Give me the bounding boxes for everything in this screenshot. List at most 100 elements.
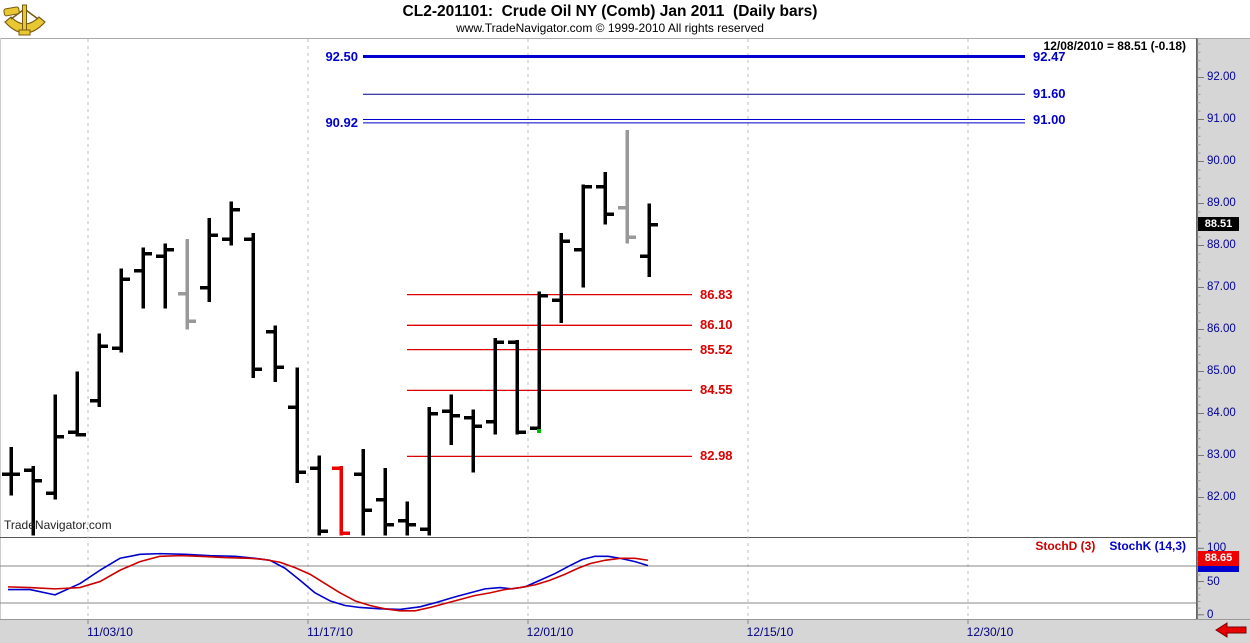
ohlc-bar [31, 466, 35, 536]
ohlc-bar [317, 455, 321, 536]
ohlc-bar-close-tick [78, 432, 86, 437]
red-level-label: 86.10 [700, 317, 733, 333]
ohlc-bar-open-tick [134, 268, 142, 273]
stoch-d-line [7, 554, 649, 612]
ohlc-bar-open-tick [310, 466, 318, 470]
date-label: 11/03/10 [87, 625, 133, 639]
ohlc-bar-open-tick [24, 468, 32, 472]
ohlc-bar-close-tick [650, 222, 658, 227]
ohlc-bar-close-tick [518, 430, 526, 435]
ohlc-bar-open-tick [596, 184, 604, 189]
signal-dot [537, 429, 541, 433]
ohlc-bar-close-tick [606, 212, 614, 216]
ohlc-bar [383, 468, 387, 536]
ohlc-bar-open-tick [46, 491, 54, 496]
price-tick-label: 88.00 [1207, 238, 1236, 251]
ohlc-bar-open-tick [420, 527, 428, 531]
blue-level-label-left: 92.50 [325, 48, 358, 64]
ohlc-bar-close-tick [474, 424, 482, 428]
ohlc-bar-open-tick [640, 254, 648, 258]
ohlc-bar [449, 394, 453, 445]
ohlc-bar-gray [625, 130, 629, 244]
ohlc-bar [251, 232, 255, 378]
ohlc-bar-close-tick [584, 184, 592, 189]
ohlc-bar-open-tick [156, 254, 164, 258]
date-label: 12/01/10 [526, 625, 574, 639]
price-axis-strip [1197, 38, 1250, 643]
ohlc-bar-gray-open-tick [618, 205, 626, 210]
date-label: 12/30/10 [966, 625, 1014, 639]
ohlc-bar [141, 247, 145, 309]
stoch-value-label: 88.65 [1198, 551, 1239, 566]
ohlc-bar-close-tick [562, 239, 570, 244]
red-level-label: 86.83 [700, 286, 733, 302]
ohlc-bar [295, 367, 299, 483]
price-tick-label: 91.00 [1207, 112, 1236, 125]
scroll-left-arrow-button[interactable] [1214, 620, 1248, 640]
ohlc-bar-open-tick [288, 405, 296, 409]
chart-title: CL2-201101: Crude Oil NY (Comb) Jan 2011… [402, 3, 818, 20]
ohlc-bar-gray [185, 239, 189, 330]
ohlc-bar-gray-open-tick [178, 292, 186, 296]
price-tick-label: 83.00 [1207, 448, 1236, 461]
ohlc-bar-open-tick [266, 329, 274, 334]
ohlc-bar-close-tick [12, 472, 20, 477]
ohlc-bar-close-tick [144, 252, 152, 256]
ohlc-bar-open-tick [376, 497, 384, 502]
watermark: TradeNavigator.com [4, 518, 112, 532]
ohlc-bar [9, 447, 13, 496]
ohlc-bar [163, 243, 167, 309]
red-level-label: 85.52 [700, 341, 733, 357]
ohlc-bar-red [339, 466, 343, 536]
ohlc-bar-close-tick [232, 208, 240, 212]
ohlc-bar-close-tick [34, 478, 42, 483]
ohlc-bar-open-tick [222, 237, 230, 241]
stoch-k-legend: StochK (14,3) [1109, 539, 1186, 553]
ohlc-bar-close-tick [540, 294, 548, 298]
ohlc-bar-close-tick [496, 340, 504, 344]
ohlc-bar [53, 394, 57, 500]
ohlc-bar [471, 409, 475, 473]
ohlc-bar-close-tick [210, 233, 218, 237]
blue-level-label-right: 92.47 [1033, 48, 1066, 64]
ohlc-bar [361, 449, 365, 536]
ohlc-bar [207, 218, 211, 303]
ohlc-bar [427, 407, 431, 536]
ohlc-bar [493, 337, 497, 435]
app-logo-icon [3, 4, 46, 36]
ohlc-bar [515, 340, 519, 435]
ohlc-bar-open-tick [464, 415, 472, 420]
ohlc-bar [229, 201, 233, 246]
price-tick-label: 84.00 [1207, 406, 1236, 419]
ohlc-bar-open-tick [574, 247, 582, 252]
ohlc-bar-close-tick [254, 367, 262, 372]
ohlc-bar-open-tick [508, 340, 516, 344]
ohlc-bar-close-tick [320, 529, 328, 533]
last-price-label: 88.51 [1198, 217, 1239, 231]
chart-subtitle: www.TradeNavigator.com © 1999-2010 All r… [456, 21, 764, 35]
ohlc-bar-open-tick [552, 298, 560, 302]
red-level-label: 84.55 [700, 382, 733, 398]
ohlc-bar [119, 268, 123, 353]
ohlc-bar-open-tick [354, 472, 362, 477]
ohlc-bar-open-tick [486, 420, 494, 424]
ohlc-bar [537, 291, 541, 433]
ohlc-bar-close-tick [408, 523, 416, 527]
stoch-value-label-under [1198, 566, 1239, 572]
blue-level-label-right: 91.00 [1033, 111, 1066, 127]
ohlc-bar-open-tick [244, 237, 252, 241]
date-axis-strip [0, 619, 1250, 643]
blue-level-label-right: 91.60 [1033, 86, 1066, 102]
ohlc-bar [75, 371, 79, 437]
stoch-k-line [8, 552, 649, 611]
ohlc-bar-close-tick [166, 247, 174, 252]
ohlc-bar-close-tick [386, 523, 394, 527]
red-level-label: 82.98 [700, 448, 733, 464]
date-label: 12/15/10 [746, 625, 794, 639]
date-label: 11/17/10 [307, 625, 353, 639]
ohlc-bar-close-tick [122, 277, 130, 281]
stoch-tick-label: 50 [1207, 575, 1220, 588]
ohlc-bar [405, 501, 409, 536]
